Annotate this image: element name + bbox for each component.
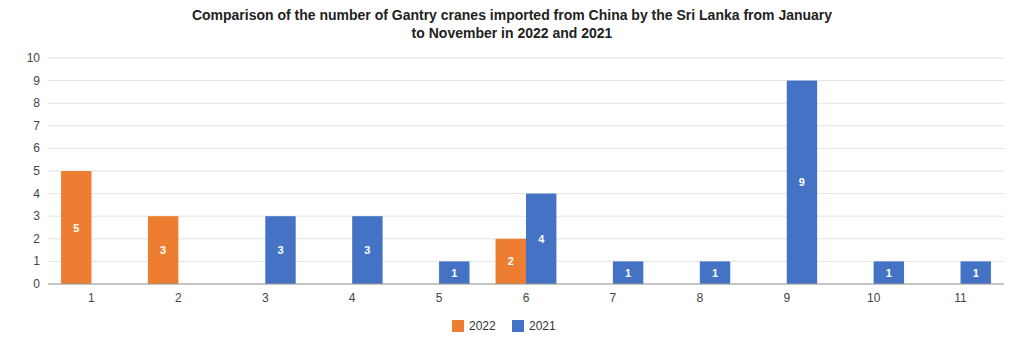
bar bbox=[526, 194, 556, 284]
grid-line bbox=[48, 80, 1004, 81]
grid-line bbox=[48, 58, 1004, 59]
y-tick-label: 6 bbox=[33, 141, 40, 155]
chart-title: Comparison of the number of Gantry crane… bbox=[192, 7, 832, 41]
data-label: 3 bbox=[277, 244, 283, 256]
legend: 2022 2021 bbox=[452, 319, 556, 333]
y-tick-label: 7 bbox=[33, 119, 40, 133]
y-tick-label: 10 bbox=[27, 51, 41, 65]
x-tick-label: 10 bbox=[867, 291, 881, 305]
legend-swatch bbox=[452, 320, 464, 332]
grid-line bbox=[48, 148, 1004, 149]
grid-line bbox=[48, 284, 1004, 285]
bar bbox=[700, 261, 730, 284]
y-tick-label: 4 bbox=[33, 187, 40, 201]
y-tick-label: 0 bbox=[33, 277, 40, 291]
x-tick-label: 3 bbox=[262, 291, 269, 305]
chart-container: Comparison of the number of Gantry crane… bbox=[0, 0, 1024, 359]
y-tick-label: 3 bbox=[33, 209, 40, 223]
data-label: 4 bbox=[538, 233, 545, 245]
grid-line bbox=[48, 171, 1004, 172]
bar bbox=[496, 239, 526, 284]
y-tick-label: 2 bbox=[33, 232, 40, 246]
data-label: 1 bbox=[886, 267, 892, 279]
title-line: to November in 2022 and 2021 bbox=[412, 25, 613, 41]
bar bbox=[352, 216, 382, 284]
x-tick-label: 11 bbox=[954, 291, 967, 305]
data-label: 1 bbox=[451, 267, 457, 279]
x-tick-label: 7 bbox=[610, 291, 617, 305]
x-tick-label: 1 bbox=[88, 291, 95, 305]
legend-swatch bbox=[512, 320, 524, 332]
y-tick-label: 5 bbox=[33, 164, 40, 178]
bars bbox=[61, 81, 991, 284]
bar bbox=[961, 261, 991, 284]
grid-line bbox=[48, 125, 1004, 126]
y-tick-label: 1 bbox=[33, 254, 40, 268]
y-tick-label: 8 bbox=[33, 96, 40, 110]
bar bbox=[787, 81, 817, 284]
legend-label: 2022 bbox=[469, 319, 496, 333]
bar bbox=[148, 216, 178, 284]
x-tick-label: 5 bbox=[436, 291, 443, 305]
x-tick-label: 6 bbox=[523, 291, 530, 305]
bar bbox=[61, 171, 91, 284]
data-label: 1 bbox=[625, 267, 631, 279]
legend-label: 2021 bbox=[529, 319, 556, 333]
x-axis-line bbox=[48, 284, 1004, 285]
data-labels: 5 3 2 3 3 1 4 1 1 9 1 1 bbox=[73, 176, 979, 278]
grid bbox=[48, 58, 1004, 284]
bar bbox=[439, 261, 469, 284]
bar bbox=[265, 216, 295, 284]
data-label: 1 bbox=[712, 267, 718, 279]
bar bbox=[613, 261, 643, 284]
bar bbox=[874, 261, 904, 284]
title-line: Comparison of the number of Gantry crane… bbox=[192, 7, 832, 23]
chart-svg: Comparison of the number of Gantry crane… bbox=[0, 0, 1024, 359]
data-label: 3 bbox=[364, 244, 370, 256]
data-label: 1 bbox=[973, 267, 979, 279]
grid-line bbox=[48, 103, 1004, 104]
data-label: 5 bbox=[73, 222, 79, 234]
x-tick-label: 9 bbox=[783, 291, 790, 305]
data-label: 2 bbox=[508, 255, 514, 267]
data-label: 3 bbox=[160, 244, 166, 256]
x-tick-label: 8 bbox=[696, 291, 703, 305]
x-tick-label: 2 bbox=[175, 291, 182, 305]
x-tick-label: 4 bbox=[349, 291, 356, 305]
data-label: 9 bbox=[799, 176, 805, 188]
y-tick-label: 9 bbox=[33, 74, 40, 88]
